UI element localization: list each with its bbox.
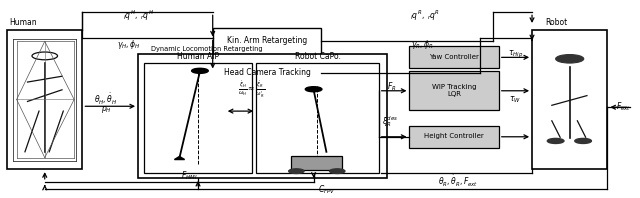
Text: Human: Human [9,18,36,28]
FancyBboxPatch shape [7,30,83,169]
Circle shape [330,169,345,173]
Text: $\tau_{Hip}$: $\tau_{Hip}$ [508,49,523,60]
FancyBboxPatch shape [410,126,499,148]
FancyBboxPatch shape [145,63,252,173]
FancyBboxPatch shape [138,54,387,178]
Bar [9,36,81,164]
Text: $\gamma_R, \phi_R$: $\gamma_R, \phi_R$ [411,38,433,51]
Text: $_lq^R,\;_rq^R$: $_lq^R,\;_rq^R$ [410,9,440,23]
Circle shape [191,68,208,73]
Circle shape [289,169,304,173]
Text: $\gamma_H, \phi_H$: $\gamma_H, \phi_H$ [116,38,140,51]
Text: Human AIP: Human AIP [177,52,219,61]
Bar [534,36,605,164]
Text: $C_{FPV}$: $C_{FPV}$ [317,184,335,196]
FancyBboxPatch shape [410,46,499,69]
Text: $\frac{\dot{\xi}_H}{\omega_H}\approx\frac{\dot{\xi}_R}{\omega_R^{\prime}}$: $\frac{\dot{\xi}_H}{\omega_H}\approx\fra… [238,79,265,100]
FancyBboxPatch shape [410,71,499,110]
Text: $F_{HMI}$: $F_{HMI}$ [181,170,197,182]
Text: $\theta_R, \dot{\theta}_R, F_{ext}$: $\theta_R, \dot{\theta}_R, F_{ext}$ [438,174,478,189]
FancyBboxPatch shape [532,30,607,169]
Text: Kin. Arm Retargeting: Kin. Arm Retargeting [227,36,307,46]
FancyBboxPatch shape [212,28,321,55]
Circle shape [547,138,564,144]
Text: $\tau_W$: $\tau_W$ [509,94,522,105]
Polygon shape [174,156,184,160]
Circle shape [305,87,322,92]
Text: $_lq^H,\;_rq^H$: $_lq^H,\;_rq^H$ [122,9,154,23]
FancyBboxPatch shape [212,60,321,87]
Text: Yaw Controller: Yaw Controller [429,54,479,60]
Text: $F_{ext}$: $F_{ext}$ [616,101,631,113]
Text: $F_R$: $F_R$ [387,81,396,93]
Text: $p_H$: $p_H$ [100,104,111,115]
FancyBboxPatch shape [291,156,342,170]
Text: WIP Tracking
LQR: WIP Tracking LQR [432,84,476,97]
Text: Height Controller: Height Controller [424,133,484,139]
Text: Head Camera Tracking: Head Camera Tracking [223,69,310,77]
Text: $\theta_H, \dot{\theta}_H$: $\theta_H, \dot{\theta}_H$ [94,92,118,107]
Circle shape [556,54,584,63]
Circle shape [575,138,591,144]
Text: $\xi_R^{des}$: $\xi_R^{des}$ [382,114,399,129]
Text: Robot: Robot [545,18,567,28]
Text: Robot CaPo.: Robot CaPo. [294,52,340,61]
Text: Dynamic Locomotion Retargeting: Dynamic Locomotion Retargeting [152,46,263,52]
FancyBboxPatch shape [256,63,379,173]
